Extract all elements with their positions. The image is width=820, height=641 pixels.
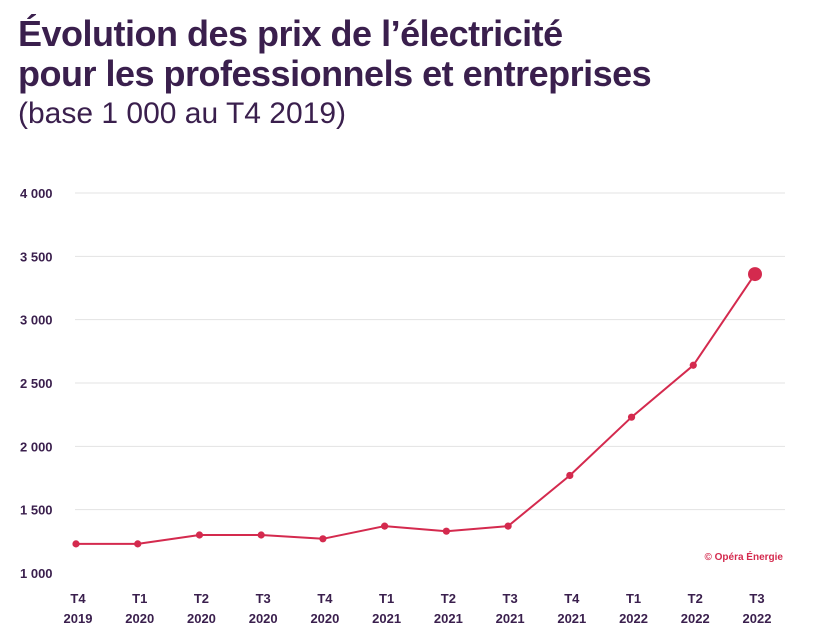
x-tick-label: 2020 bbox=[187, 611, 216, 626]
data-point bbox=[381, 522, 389, 530]
x-tick-label: T4 bbox=[317, 591, 333, 606]
data-point bbox=[627, 413, 636, 421]
x-tick-label: 2020 bbox=[249, 611, 278, 626]
y-axis-tick-labels: 1 000 1 500 2 000 2 500 3 000 3 500 4 000 bbox=[20, 186, 53, 581]
x-tick-label: T2 bbox=[441, 591, 456, 606]
x-tick-label: 2020 bbox=[125, 611, 154, 626]
price-series bbox=[72, 267, 762, 548]
data-point bbox=[689, 361, 697, 369]
x-tick-label: T3 bbox=[256, 591, 271, 606]
x-tick-label: 2020 bbox=[310, 611, 339, 626]
x-tick-label: T3 bbox=[749, 591, 764, 606]
gridlines bbox=[75, 192, 785, 511]
chart-subtitle: (base 1 000 au T4 2019) bbox=[18, 97, 347, 130]
chart-title-line-2: pour les professionnels et entreprises bbox=[18, 53, 652, 94]
x-tick-label: T4 bbox=[564, 591, 580, 606]
y-tick-label: 4 000 bbox=[20, 186, 53, 201]
data-point bbox=[195, 531, 204, 539]
x-tick-label: T1 bbox=[379, 591, 394, 606]
x-tick-label: 2021 bbox=[496, 611, 525, 626]
y-tick-label: 1 000 bbox=[20, 566, 53, 581]
chart-header: Évolution des prix de l’électricité pour… bbox=[18, 14, 808, 134]
data-point bbox=[257, 531, 265, 539]
y-tick-label: 3 000 bbox=[20, 313, 53, 328]
y-tick-label: 1 500 bbox=[20, 503, 53, 518]
x-tick-label: 2022 bbox=[681, 611, 710, 626]
y-tick-label: 2 000 bbox=[20, 439, 53, 454]
x-tick-label: T3 bbox=[503, 591, 518, 606]
data-point bbox=[134, 540, 142, 548]
x-tick-label: 2019 bbox=[64, 611, 93, 626]
data-point bbox=[72, 540, 80, 548]
series-line bbox=[75, 273, 756, 545]
chart-title-line-1: Évolution des prix de l’électricité bbox=[18, 13, 563, 54]
x-tick-label: 2022 bbox=[743, 611, 772, 626]
x-tick-label: T1 bbox=[626, 591, 641, 606]
x-tick-label: 2022 bbox=[619, 611, 648, 626]
y-tick-label: 3 500 bbox=[20, 249, 53, 264]
data-point bbox=[442, 527, 450, 535]
x-tick-label: 2021 bbox=[372, 611, 401, 626]
x-tick-label: T2 bbox=[194, 591, 209, 606]
data-point-highlight bbox=[748, 267, 762, 282]
x-tick-label: T1 bbox=[132, 591, 147, 606]
x-tick-label: T4 bbox=[70, 591, 86, 606]
data-point bbox=[566, 471, 574, 480]
x-tick-label: T2 bbox=[688, 591, 703, 606]
source-credit: © Opéra Énergie bbox=[704, 550, 783, 563]
x-axis-tick-labels: T4 2019 T1 2020 T2 2020 T3 2020 T4 2020 T1 2021 T2 20… bbox=[64, 591, 772, 626]
y-tick-label: 2 500 bbox=[20, 376, 53, 391]
data-point bbox=[504, 522, 512, 530]
x-tick-label: 2021 bbox=[557, 611, 586, 626]
x-tick-label: 2021 bbox=[434, 611, 463, 626]
data-point bbox=[319, 535, 327, 543]
